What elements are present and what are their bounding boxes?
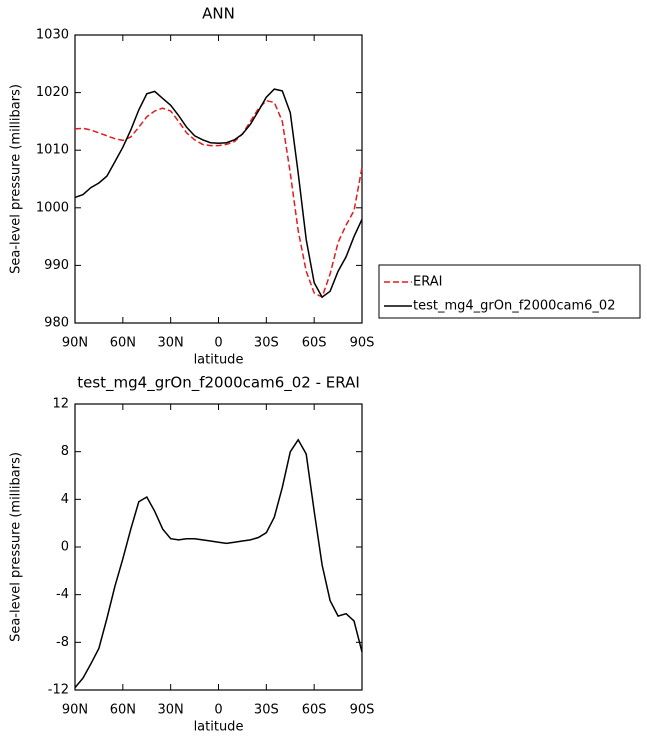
y-tick-label: 12	[52, 397, 69, 412]
legend-box	[378, 264, 641, 319]
y-tick-label: 4	[61, 492, 69, 507]
x-tick-label: 60N	[110, 703, 136, 718]
legend-label: ERAI	[413, 275, 442, 290]
x-axis-label: latitude	[194, 720, 244, 735]
x-tick-label: 60N	[110, 336, 136, 351]
x-tick-label: 60S	[302, 336, 327, 351]
y-tick-label: -12	[48, 683, 69, 698]
x-axis-label: latitude	[194, 353, 244, 368]
plot-frame	[74, 34, 363, 324]
y-tick-label: 8	[61, 444, 69, 459]
x-tick-label: 0	[214, 336, 222, 351]
x-tick-label: 90N	[62, 703, 88, 718]
y-tick-label: 1020	[36, 85, 69, 100]
y-tick-label: 1030	[36, 28, 69, 43]
x-tick-label: 90N	[62, 336, 88, 351]
x-tick-label: 0	[214, 703, 222, 718]
x-tick-label: 30S	[254, 703, 279, 718]
series-line	[74, 99, 363, 299]
x-tick-label: 30S	[254, 336, 279, 351]
x-tick-label: 90S	[350, 336, 375, 351]
y-tick-label: 1010	[36, 143, 69, 158]
y-tick-label: -8	[56, 635, 69, 650]
y-tick-label: 990	[44, 258, 69, 273]
x-tick-label: 60S	[302, 703, 327, 718]
series-line	[74, 438, 363, 689]
y-axis-label: Sea-level pressure (millibars)	[9, 84, 24, 274]
x-tick-label: 30N	[158, 703, 184, 718]
x-tick-label: 30N	[158, 336, 184, 351]
x-tick-label: 90S	[350, 703, 375, 718]
y-tick-label: 0	[61, 540, 69, 555]
y-tick-label: 980	[44, 316, 69, 331]
y-tick-label: -4	[56, 587, 69, 602]
y-axis-label: Sea-level pressure (millibars)	[9, 452, 24, 642]
series-line	[74, 88, 363, 299]
chart-title: ANN	[202, 5, 235, 23]
y-tick-label: 1000	[36, 200, 69, 215]
chart-title: test_mg4_grOn_f2000cam6_02 - ERAI	[77, 374, 360, 393]
legend-label: test_mg4_grOn_f2000cam6_02	[413, 299, 615, 314]
